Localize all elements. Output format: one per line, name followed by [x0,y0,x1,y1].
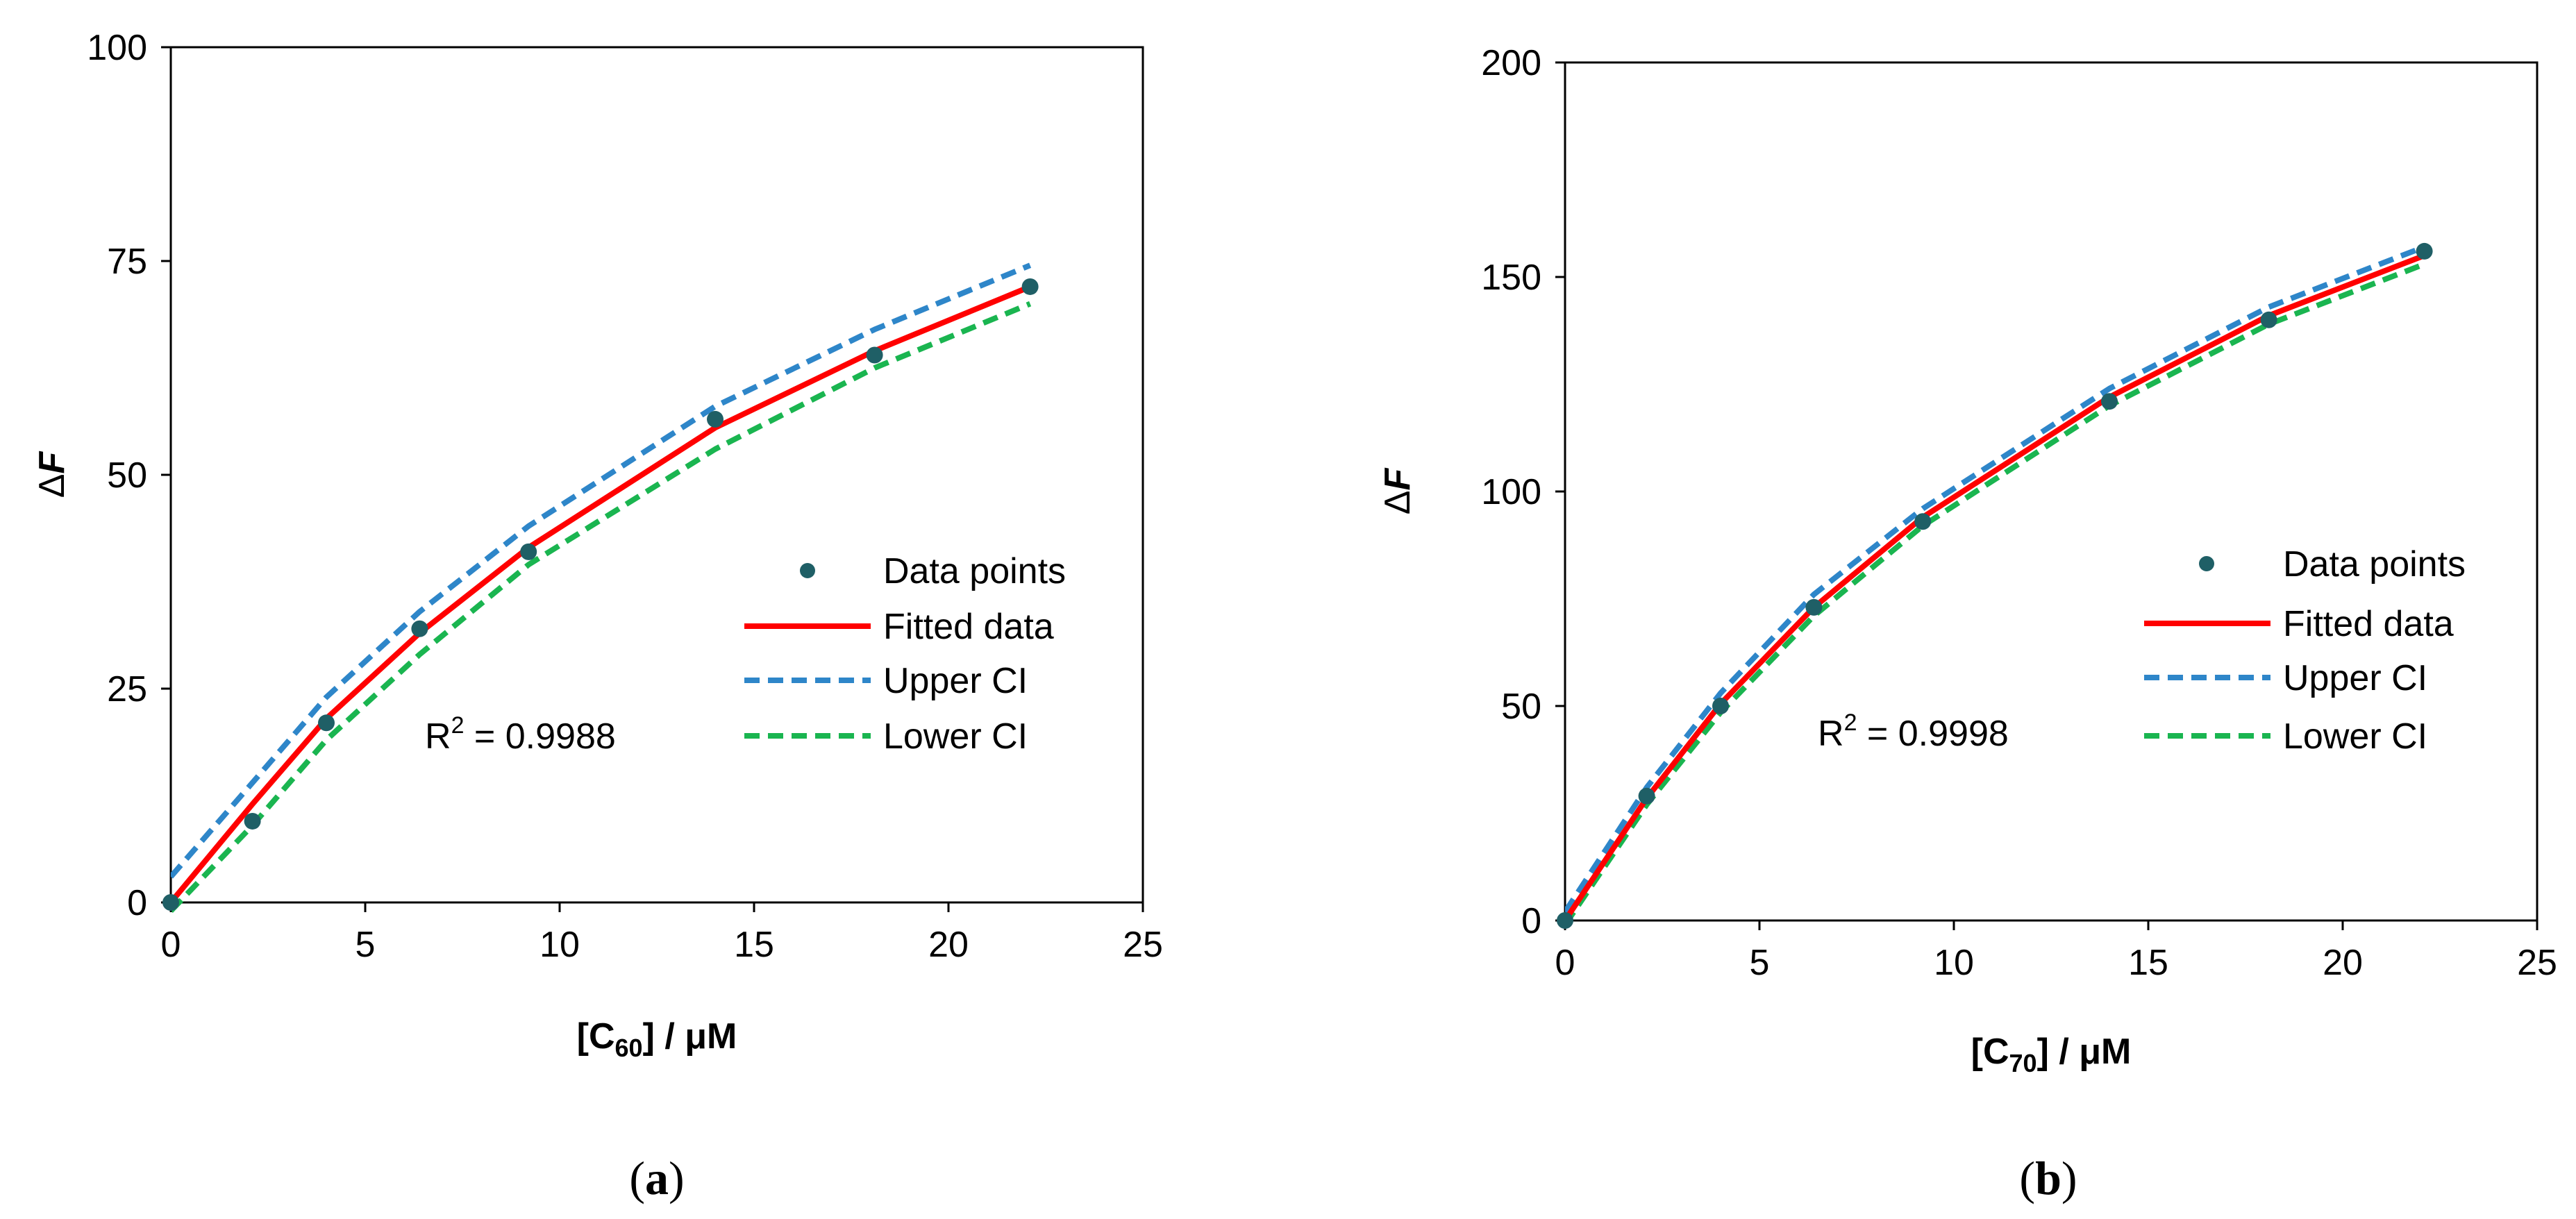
chart-panel-a: 0 5 10 15 20 25 0 25 50 75 100 [C60] / μM ΔF R2 = … [32,28,1163,1204]
legend-label-data-points-b: Data points [2283,544,2466,585]
legend-label-upper-ci-a: Upper CI [883,661,1028,701]
series-data-points-b [1557,242,2433,929]
legend-a: Data points Fitted data Upper CI Lower C… [744,551,1066,757]
data-point-b-6 [2260,311,2277,328]
legend-item-lower-ci-a: Lower CI [744,716,1028,757]
legend-item-data-points-b: Data points [2199,544,2466,585]
data-point-b-7 [2416,242,2433,260]
y-tick-label-b-0: 0 [1521,901,1541,941]
series-line-upper-ci-b [1565,244,2426,914]
data-point-b-2 [1712,698,1729,714]
x-tick-label-b-5: 5 [1750,943,1770,983]
data-point-a-6 [866,346,883,364]
tick-layer-a: 0 5 10 15 20 25 0 25 50 75 100 [87,28,1163,965]
y-axis-title-a: ΔF [32,451,72,498]
y-tick-label-b-200: 200 [1481,43,1541,83]
y-tick-label-a-75: 75 [107,242,147,282]
data-point-a-1 [244,812,261,830]
legend-label-upper-ci-b: Upper CI [2283,658,2427,698]
series-line-fitted-data-a [171,284,1032,905]
data-point-b-5 [2101,393,2118,410]
x-tick-label-a-25: 25 [1123,925,1163,965]
y-tick-label-a-50: 50 [107,455,147,496]
legend-item-fitted-data-b: Fitted data [2144,604,2454,644]
legend-marker-data-points-b [2199,556,2214,571]
y-tick-label-b-100: 100 [1481,472,1541,512]
x-tick-label-a-0: 0 [161,925,181,965]
legend-marker-data-points-a [800,563,815,578]
x-tick-label-a-10: 10 [540,925,580,965]
y-tick-label-a-0: 0 [127,883,147,923]
chart-panel-b: 0 5 10 15 20 25 0 50 100 150 200 [C70] / μM ΔF R2 … [1378,43,2557,1204]
data-point-b-1 [1638,787,1655,805]
data-point-a-5 [707,410,724,428]
series-line-lower-ci-a [171,301,1032,914]
panel-label-b: (b) [2019,1152,2077,1204]
series-layer-a [171,262,1032,914]
r-squared-label-a: R2 = 0.9988 [425,712,616,757]
x-tick-label-b-0: 0 [1555,943,1575,983]
legend-label-lower-ci-a: Lower CI [883,716,1028,757]
legend-label-data-points-a: Data points [883,551,1066,591]
x-axis-title-b: [C70] / μM [1971,1032,2132,1077]
data-point-b-4 [1914,513,1932,530]
series-line-lower-ci-b [1565,261,2426,927]
legend-item-upper-ci-a: Upper CI [744,661,1028,701]
x-tick-label-a-15: 15 [734,925,774,965]
series-line-upper-ci-a [171,262,1032,879]
data-point-a-2 [318,714,335,732]
data-point-a-0 [162,894,179,911]
x-tick-label-b-15: 15 [2128,943,2168,983]
panel-label-a: (a) [629,1152,684,1204]
y-tick-label-a-100: 100 [87,28,147,68]
y-tick-label-b-50: 50 [1501,687,1541,727]
x-tick-label-b-10: 10 [1934,943,1974,983]
data-point-a-7 [1021,278,1039,295]
tick-layer-b: 0 5 10 15 20 25 0 50 100 150 200 [1481,43,2557,983]
data-point-b-0 [1557,912,1573,929]
x-axis-title-a: [C60] / μM [577,1016,737,1062]
legend-item-lower-ci-b: Lower CI [2144,716,2427,757]
legend-label-fitted-data-b: Fitted data [2283,604,2454,644]
data-point-a-4 [520,543,537,560]
legend-label-lower-ci-b: Lower CI [2283,716,2427,757]
x-tick-label-a-20: 20 [928,925,969,965]
legend-item-data-points-a: Data points [800,551,1066,591]
series-layer-b [1565,244,2426,927]
y-tick-label-b-150: 150 [1481,258,1541,298]
r-squared-label-b: R2 = 0.9998 [1818,709,2009,754]
legend-item-upper-ci-b: Upper CI [2144,658,2427,698]
x-tick-label-b-25: 25 [2517,943,2557,983]
legend-item-fitted-data-a: Fitted data [744,607,1054,647]
y-axis-title-b: ΔF [1378,468,1418,515]
y-tick-label-a-25: 25 [107,669,147,709]
series-data-points-a [162,278,1039,911]
x-tick-label-b-20: 20 [2323,943,2363,983]
data-point-a-3 [411,620,428,637]
series-line-fitted-data-b [1565,253,2426,923]
legend-label-fitted-data-a: Fitted data [883,607,1054,647]
legend-b: Data points Fitted data Upper CI Lower C… [2144,544,2466,757]
data-point-b-3 [1805,598,1823,616]
x-tick-label-a-5: 5 [356,925,376,965]
